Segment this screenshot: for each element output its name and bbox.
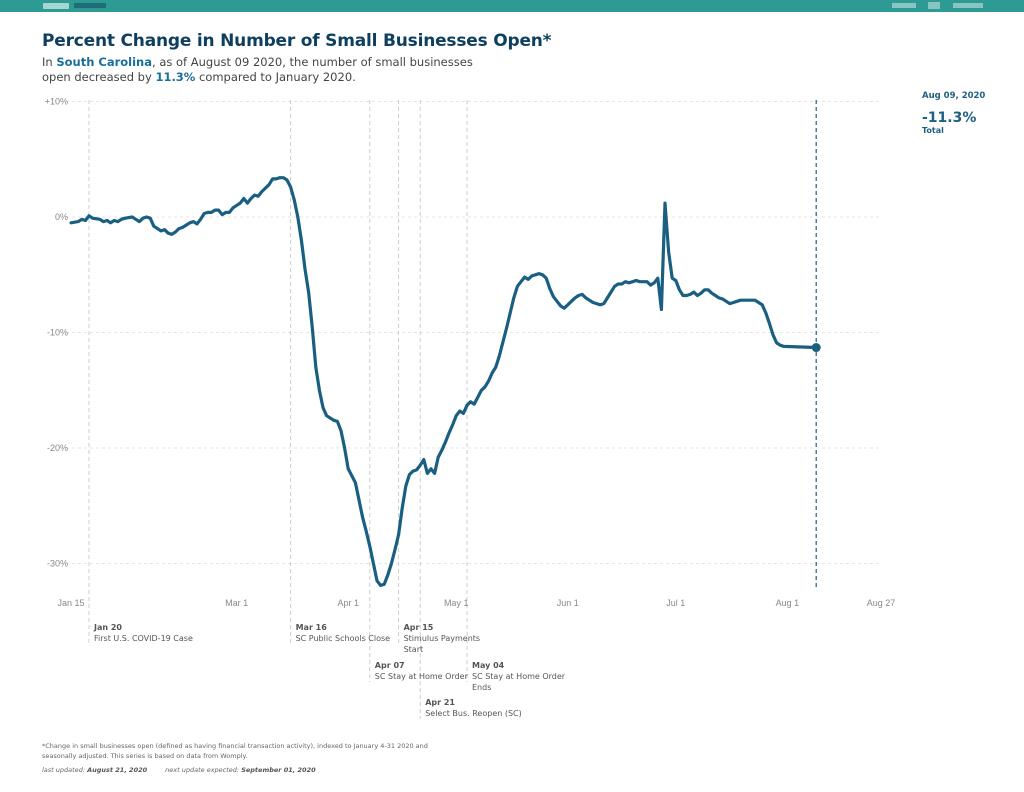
chart-title: Percent Change in Number of Small Busine… <box>42 31 552 51</box>
event-annotation: Apr 07 SC Stay at Home Order <box>375 660 468 682</box>
summary-date: Aug 09, 2020 <box>922 91 986 101</box>
economic-tracker-tag[interactable] <box>74 3 106 8</box>
state-name: South Carolina <box>56 55 153 69</box>
x-tick-label: Jan 15 <box>57 598 84 608</box>
event-date: Apr 07 <box>374 661 405 670</box>
change-percent: 11.3% <box>155 70 196 84</box>
summary-value: -11.3% <box>922 110 977 126</box>
x-tick-label: Apr 1 <box>337 598 359 608</box>
x-tick-label: Jun 1 <box>557 598 579 608</box>
event-annotation: Apr 21 Select Bus. Reopen (SC) <box>425 697 522 719</box>
x-tick-label: Jul 1 <box>666 598 685 608</box>
next-update-value: September 01, 2020 <box>241 766 316 774</box>
harvard-logo <box>892 3 916 8</box>
subtitle-text: , as of August 09 2020, the number of sm… <box>42 55 473 84</box>
gates-foundation-logo <box>953 3 983 8</box>
event-date: Apr 15 <box>403 623 434 632</box>
chart-subtitle: In South Carolina, as of August 09 2020,… <box>42 55 502 85</box>
y-tick-label: -30% <box>47 559 68 569</box>
last-updated-label: last updated: <box>42 766 86 774</box>
summary-panel: Aug 09, 2020 -11.3% Total <box>922 91 985 135</box>
series-line <box>69 176 818 587</box>
x-tick-label: Aug 27 <box>867 598 896 608</box>
event-label: Stimulus Payments Start <box>403 634 481 654</box>
y-tick-label: -10% <box>47 328 68 338</box>
event-label: First U.S. COVID-19 Case <box>94 634 193 643</box>
footnote: *Change in small businesses open (define… <box>42 742 428 760</box>
brown-logo <box>928 2 940 9</box>
event-label: SC Stay at Home Order <box>374 672 468 681</box>
event-lines <box>88 100 468 719</box>
summary-label: Total <box>922 126 944 135</box>
next-update-label: next update expected: <box>165 766 240 774</box>
event-label: SC Stay at Home Order Ends <box>472 672 566 692</box>
event-date: Mar 16 <box>295 623 327 632</box>
y-tick-label: 0% <box>55 212 68 222</box>
event-date: Apr 21 <box>425 698 455 707</box>
end-point[interactable] <box>811 343 821 353</box>
update-info: last updated: August 21, 2020 next update… <box>42 766 316 774</box>
x-tick-label: Aug 1 <box>776 598 800 608</box>
gridlines <box>66 101 882 564</box>
y-tick-label: -20% <box>47 443 68 453</box>
y-axis: +10% 0% -10% -20% -30% <box>45 97 68 569</box>
event-annotation: Jan 20 First U.S. COVID-19 Case <box>94 622 193 644</box>
event-annotation: Mar 16 SC Public Schools Close <box>296 622 391 644</box>
last-updated-value: August 21, 2020 <box>87 766 148 774</box>
x-tick-label: May 1 <box>444 598 469 608</box>
top-banner <box>0 0 1024 12</box>
subtitle-text: compared to January 2020. <box>195 70 356 84</box>
y-tick-label: +10% <box>45 97 68 107</box>
event-date: Jan 20 <box>94 623 122 632</box>
event-date: May 04 <box>472 661 505 670</box>
event-label: SC Public Schools Close <box>295 634 391 643</box>
x-axis: Jan 15 Mar 1 Apr 1 May 1 Jun 1 Jul 1 Aug 1 Aug … <box>57 598 895 608</box>
event-annotation: May 04 SC Stay at Home Order Ends <box>472 660 572 693</box>
event-annotation: Apr 15 Stimulus Payments Start <box>404 622 484 655</box>
x-tick-label: Mar 1 <box>225 598 248 608</box>
subtitle-text: In <box>42 55 57 69</box>
opportunity-insights-logo[interactable] <box>43 3 69 9</box>
event-label: Select Bus. Reopen (SC) <box>425 709 522 718</box>
